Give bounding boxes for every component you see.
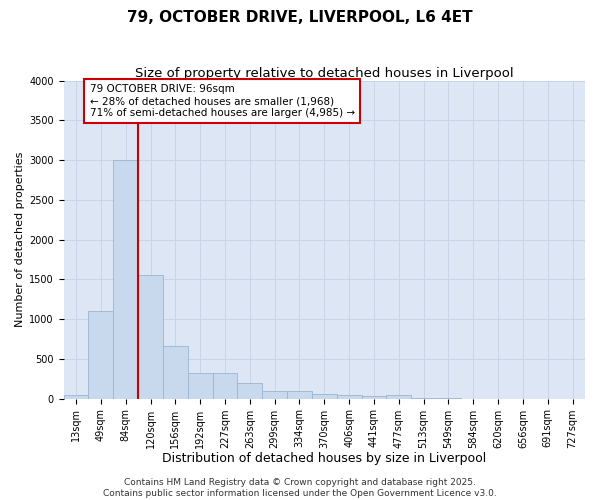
Bar xyxy=(88,311,113,398)
Bar xyxy=(312,394,337,398)
Bar xyxy=(386,396,411,398)
Text: 79 OCTOBER DRIVE: 96sqm
← 28% of detached houses are smaller (1,968)
71% of semi: 79 OCTOBER DRIVE: 96sqm ← 28% of detache… xyxy=(90,84,355,117)
Bar xyxy=(337,396,362,398)
Title: Size of property relative to detached houses in Liverpool: Size of property relative to detached ho… xyxy=(135,68,514,80)
Bar xyxy=(262,390,287,398)
Y-axis label: Number of detached properties: Number of detached properties xyxy=(15,152,25,327)
Bar xyxy=(287,390,312,398)
Bar xyxy=(113,160,138,398)
Text: 79, OCTOBER DRIVE, LIVERPOOL, L6 4ET: 79, OCTOBER DRIVE, LIVERPOOL, L6 4ET xyxy=(127,10,473,25)
Bar xyxy=(362,396,386,398)
Bar xyxy=(163,346,188,399)
Bar xyxy=(188,373,212,398)
Bar xyxy=(138,276,163,398)
Bar xyxy=(238,382,262,398)
Bar xyxy=(212,373,238,398)
Text: Contains HM Land Registry data © Crown copyright and database right 2025.
Contai: Contains HM Land Registry data © Crown c… xyxy=(103,478,497,498)
X-axis label: Distribution of detached houses by size in Liverpool: Distribution of detached houses by size … xyxy=(162,452,487,465)
Bar xyxy=(64,394,88,398)
